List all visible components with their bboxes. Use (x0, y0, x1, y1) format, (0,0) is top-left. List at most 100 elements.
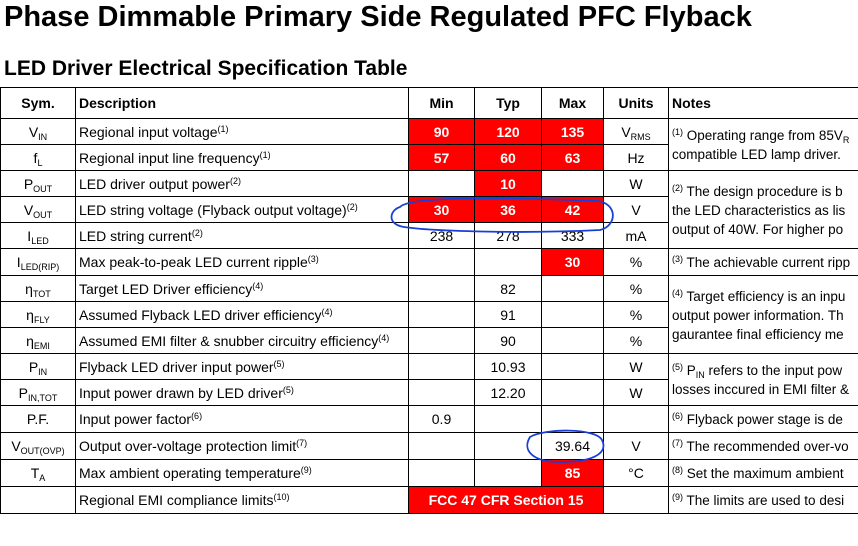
max-value-cell: 39.64 (541, 432, 604, 460)
typ-value-cell: 12.20 (474, 379, 542, 406)
note-cell: (6) Flyback power stage is de (668, 405, 858, 433)
note-line: The design procedure is b (686, 183, 843, 199)
sym-cell: P.F. (0, 405, 76, 433)
note-line: Target efficiency is an inpu (686, 288, 846, 304)
note-line: gaurantee final efficiency me (672, 326, 844, 342)
sym-cell: POUT (0, 170, 76, 197)
typ-value-cell: 278 (474, 222, 542, 249)
table-row: Regional EMI compliance limits(10) FCC 47… (0, 486, 858, 514)
table-row: POUT LED driver output power(2) 10 W (2) The… (0, 170, 858, 249)
table-row: TA Max ambient operating temperature(9) 85… (0, 459, 858, 487)
unit-text: W (629, 175, 643, 192)
note-cell: (5) PIN refers to the input pow losses in… (668, 353, 858, 406)
max-value-cell (541, 405, 604, 433)
sym-text: V (23, 201, 34, 218)
description-cell: Input power factor(6) (75, 405, 409, 433)
sym-subscript: IN (38, 131, 48, 142)
min-value-cell: 30 (408, 196, 475, 223)
footnote-ref: (2) (229, 175, 241, 186)
min-value-cell (408, 248, 475, 276)
sym-subscript: LED (31, 235, 49, 246)
description-text: LED string voltage (Flyback output volta… (79, 201, 347, 218)
min-value-cell (408, 432, 475, 460)
sym-subscript: A (39, 473, 46, 483)
unit-text: °C (628, 465, 644, 481)
note-line: P (686, 363, 696, 378)
sym-subscript: OUT(OVP) (20, 446, 65, 456)
sym-cell: VIN (0, 118, 76, 145)
note-ref: (2) (672, 182, 683, 193)
description-cell: Regional input line frequency(1) (75, 144, 409, 171)
description-cell: LED string voltage (Flyback output volta… (75, 196, 409, 223)
typ-value-cell (474, 248, 542, 276)
col-header-description: Description (75, 87, 409, 119)
typ-value-cell: 91 (474, 301, 542, 328)
table-row: ILED(RIP) Max peak-to-peak LED current ri… (0, 248, 858, 276)
table-row: ηFLY Assumed Flyback LED driver efficienc… (0, 301, 858, 328)
sym-cell: ηEMI (0, 327, 76, 354)
table-row: VIN Regional input voltage(1) 90 120 135 VRMS… (0, 118, 858, 171)
sym-text: P (23, 175, 34, 192)
description-text: Regional input voltage (79, 123, 218, 140)
sym-cell: TA (0, 459, 76, 487)
unit-text: mA (625, 227, 647, 244)
typ-value-cell: 36 (474, 196, 542, 223)
note-line: output of 40W. For higher po (672, 221, 844, 237)
sym-text: P (18, 384, 28, 401)
sym-text: η (26, 332, 34, 349)
note-cell: (4) Target efficiency is an inpu output p… (668, 275, 858, 354)
emi-limit-cell: FCC 47 CFR Section 15 (408, 486, 604, 514)
sym-cell: ηFLY (0, 301, 76, 328)
note-ref: (5) (672, 362, 683, 372)
sym-text: η (25, 280, 33, 297)
unit-text: % (629, 306, 643, 323)
typ-value-cell (474, 459, 542, 487)
typ-value-cell (474, 405, 542, 433)
note-cell: (9) The limits are used to desi (668, 486, 858, 514)
footnote-ref: (4) (378, 332, 390, 343)
description-text: Output over-voltage protection limit (79, 438, 297, 454)
max-value-cell: 135 (541, 118, 604, 145)
footnote-ref: (10) (273, 492, 290, 502)
max-value-cell (541, 170, 604, 197)
min-value-cell: 90 (408, 118, 475, 145)
min-value-cell (408, 275, 475, 302)
sym-cell: VOUT (0, 196, 76, 223)
note-cell: (7) The recommended over-vo (668, 432, 858, 460)
note-line: the LED characteristics as lis (672, 202, 846, 218)
sym-text: P.F. (26, 411, 50, 427)
max-value-cell: 85 (541, 459, 604, 487)
col-header-max: Max (541, 87, 604, 119)
footnote-ref: (1) (259, 149, 271, 160)
sym-text: f (33, 149, 38, 166)
table-row: ILED LED string current(2) 238 278 333 mA (0, 222, 858, 249)
description-cell: Regional EMI compliance limits(10) (75, 486, 409, 514)
footnote-ref: (9) (300, 465, 312, 475)
sym-text: I (16, 254, 21, 270)
note-line: The limits are used to desi (686, 493, 845, 508)
footnote-ref: (4) (321, 306, 333, 317)
min-value-cell (408, 353, 475, 380)
note-line: Flyback power stage is de (686, 412, 843, 427)
unit-cell: % (603, 301, 669, 328)
note-cell: (8) Set the maximum ambient (668, 459, 858, 487)
note-line: output power information. Th (672, 307, 844, 323)
max-value-cell: 333 (541, 222, 604, 249)
sym-text: I (27, 227, 32, 244)
sym-text: η (26, 306, 34, 323)
table-row: PIN,TOT Input power drawn by LED driver(5… (0, 379, 858, 406)
typ-value-cell: 10.93 (474, 353, 542, 380)
sym-cell: ILED (0, 222, 76, 249)
table-row: fL Regional input line frequency(1) 57 60 63… (0, 144, 858, 171)
unit-text: % (629, 280, 643, 297)
description-text: Assumed EMI filter & snubber circuitry e… (79, 332, 379, 349)
description-cell: Flyback LED driver input power(5) (75, 353, 409, 380)
note-ref: (9) (672, 492, 683, 502)
footnote-ref: (7) (296, 438, 308, 448)
description-cell: Input power drawn by LED driver(5) (75, 379, 409, 406)
note-line: Operating range from 85V (686, 128, 843, 143)
note-line: Set the maximum ambient (686, 466, 844, 481)
unit-text: V (631, 201, 641, 218)
unit-cell: W (603, 170, 669, 197)
sym-subscript: LED(RIP) (20, 262, 60, 272)
